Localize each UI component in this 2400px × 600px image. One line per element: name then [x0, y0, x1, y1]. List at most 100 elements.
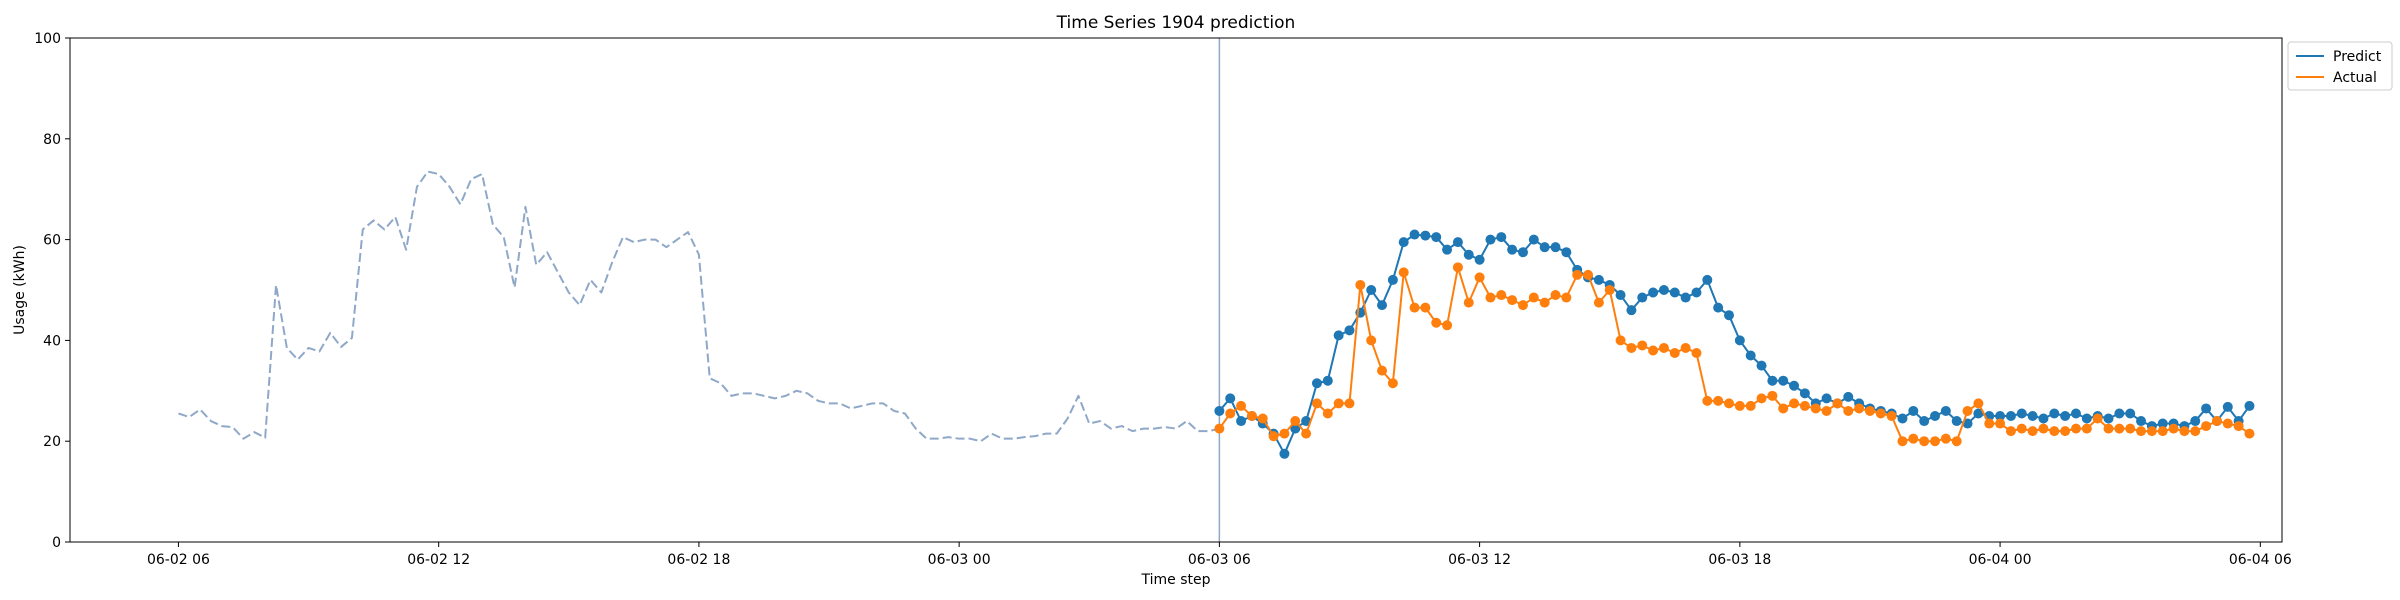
actual-point: [1626, 342, 1637, 353]
actual-point: [1984, 418, 1995, 429]
predict-point: [1951, 416, 1962, 427]
actual-point: [1398, 267, 1409, 278]
predict-point: [2038, 413, 2049, 424]
actual-point: [2027, 426, 2038, 437]
actual-point: [2201, 421, 2212, 432]
actual-point: [1593, 297, 1604, 308]
predict-point: [1463, 249, 1474, 260]
actual-point: [2146, 426, 2157, 437]
actual-point: [1691, 348, 1702, 358]
plot-frame: [69, 37, 2283, 543]
predict-point: [1431, 232, 1442, 243]
predict-point: [2157, 418, 2168, 429]
actual-point: [1409, 302, 1420, 313]
predict-point: [1366, 285, 1377, 295]
actual-point: [1658, 342, 1669, 353]
predict-point: [2070, 408, 2081, 419]
actual-point: [2060, 426, 2071, 437]
predict-point: [1648, 287, 1659, 298]
predict-point: [1593, 274, 1604, 285]
x-tick-label: 06-02 06: [147, 552, 210, 568]
actual-point: [1648, 345, 1659, 356]
actual-point: [2005, 426, 2016, 437]
actual-point: [1246, 411, 1257, 421]
actual-point: [1431, 317, 1442, 328]
actual-point: [1637, 340, 1648, 351]
actual-point: [1387, 378, 1398, 389]
predict-point: [1778, 375, 1789, 386]
actual-point: [1279, 428, 1290, 439]
actual-point: [1442, 320, 1453, 331]
predict-point: [1214, 405, 1225, 416]
actual-point: [1517, 300, 1528, 311]
actual-point: [2211, 416, 2222, 427]
x-axis: 06-02 06 06-02 12 06-02 18 06-03 00 06-03 06…: [147, 542, 2292, 568]
actual-point: [1214, 423, 1225, 434]
actual-point: [1669, 348, 1680, 358]
actual-point: [2136, 426, 2147, 437]
actual-point: [2038, 423, 2049, 434]
actual-point: [1962, 405, 1973, 416]
predict-point: [1615, 290, 1626, 301]
predict-point: [1626, 305, 1637, 316]
predict-point: [1680, 292, 1691, 303]
predict-point: [1528, 234, 1539, 245]
predict-point: [1745, 350, 1756, 361]
predict-point: [1311, 378, 1322, 389]
actual-point: [2168, 423, 2179, 434]
legend-label-actual: Actual: [2333, 70, 2377, 86]
predict-point: [1843, 391, 1854, 402]
predict-point: [2244, 400, 2255, 411]
predict-point: [1995, 411, 2006, 421]
actual-point: [1615, 335, 1626, 346]
predict-point: [1517, 247, 1528, 258]
actual-point: [1225, 408, 1236, 419]
actual-point: [1496, 290, 1507, 301]
actual-point: [1604, 285, 1615, 295]
actual-point: [1864, 405, 1875, 416]
actual-point: [1561, 292, 1572, 303]
predict-point: [1409, 229, 1420, 240]
legend-label-predict: Predict: [2333, 49, 2382, 65]
y-axis: 0 20 40 60 80 100: [34, 31, 70, 551]
actual-point: [1583, 269, 1594, 280]
actual-point: [1875, 408, 1886, 419]
predict-point: [2125, 408, 2136, 419]
x-tick-label: 06-03 12: [1448, 552, 1511, 568]
actual-point: [2103, 423, 2114, 434]
plot-background: [70, 38, 2282, 542]
y-tick-label: 20: [43, 434, 61, 450]
predict-point: [2114, 408, 2125, 419]
predict-point: [1398, 237, 1409, 248]
x-tick-label: 06-03 18: [1708, 552, 1771, 568]
actual-point: [1539, 297, 1550, 308]
actual-point: [1919, 436, 1930, 447]
y-tick-label: 40: [43, 333, 61, 349]
x-tick-label: 06-03 06: [1188, 552, 1251, 568]
predict-point: [1713, 302, 1724, 313]
x-axis-label: Time step: [1141, 572, 1211, 588]
actual-point: [2233, 421, 2244, 432]
predict-point: [1767, 375, 1778, 386]
predict-point: [1658, 285, 1669, 295]
actual-point: [1680, 342, 1691, 353]
actual-point: [2179, 426, 2190, 437]
predict-point: [2190, 416, 2201, 427]
predict-point: [1485, 234, 1496, 245]
predict-point: [2103, 413, 2114, 424]
actual-point: [1311, 398, 1322, 409]
actual-point: [2081, 423, 2092, 434]
actual-point: [1290, 416, 1301, 427]
predict-point: [1756, 360, 1767, 371]
x-tick-label: 06-03 00: [928, 552, 991, 568]
actual-point: [1908, 433, 1919, 444]
history-layer: [178, 170, 1220, 443]
x-tick-label: 06-02 18: [667, 552, 730, 568]
predict-point: [1322, 375, 1333, 386]
predict-point: [1442, 244, 1453, 255]
predict-point: [1344, 325, 1355, 336]
actual-point: [1463, 297, 1474, 308]
actual-point: [2125, 423, 2136, 434]
actual-point: [1940, 433, 1951, 444]
